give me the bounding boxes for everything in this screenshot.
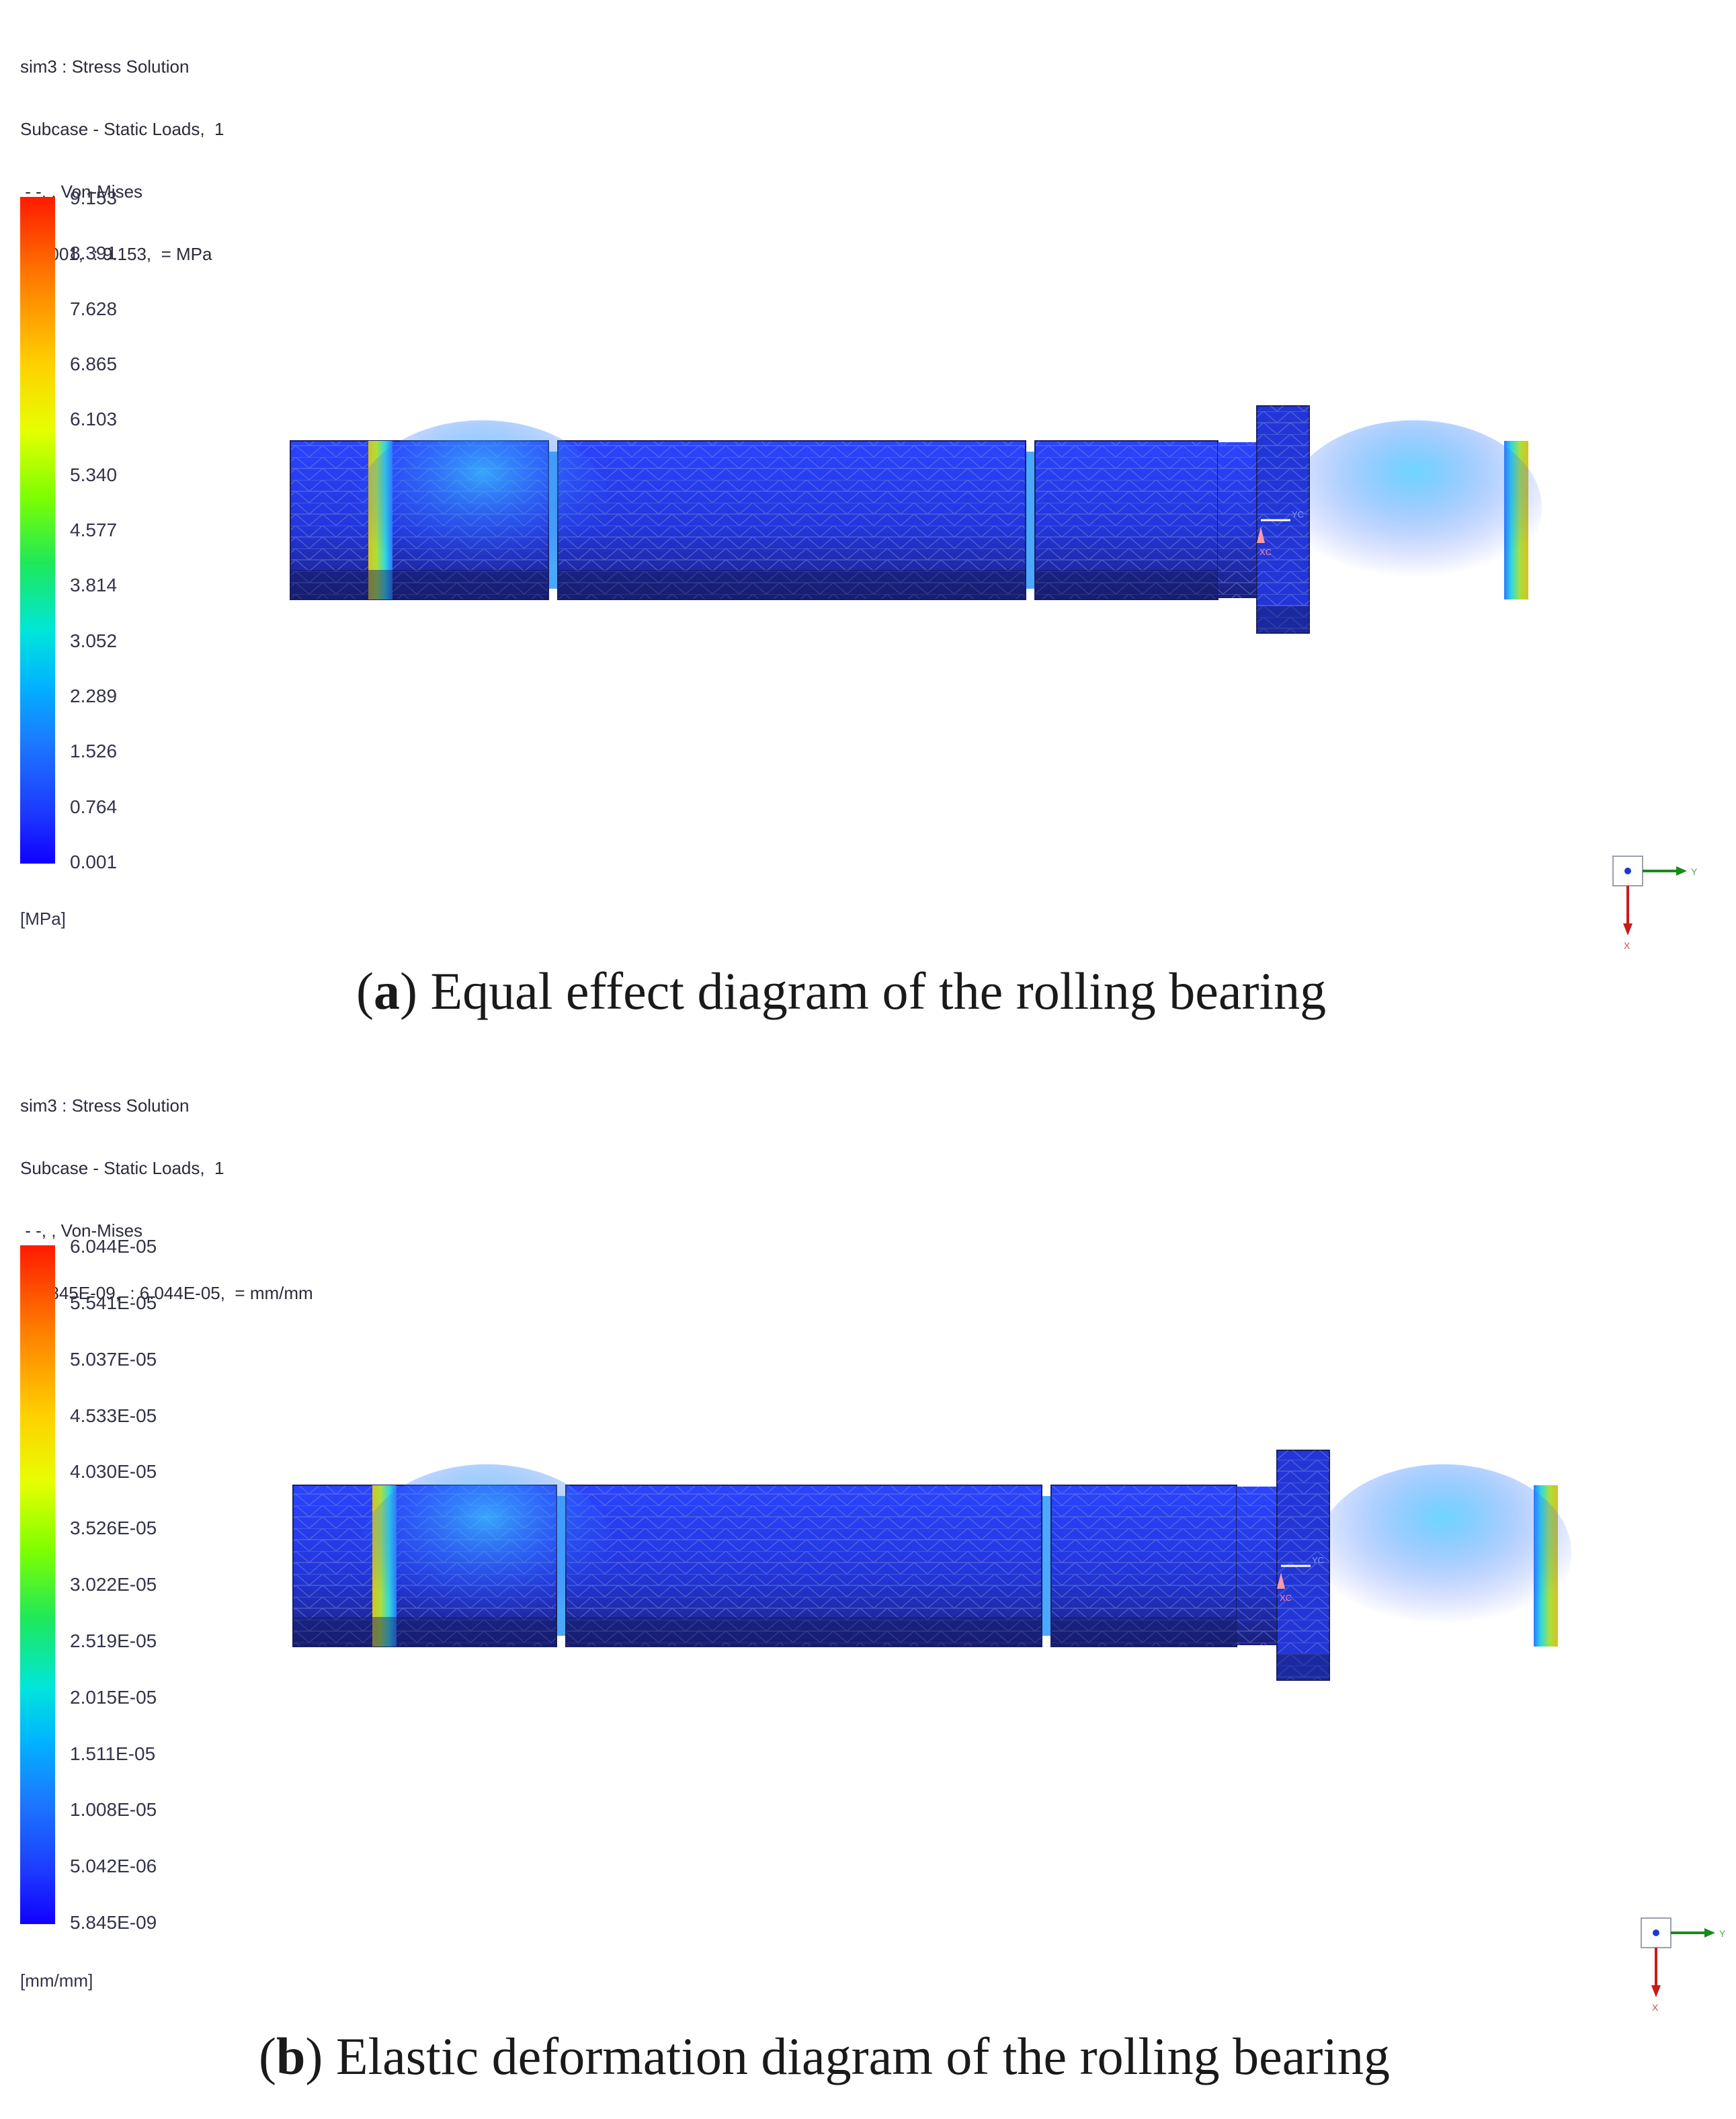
shade-strip bbox=[293, 1617, 556, 1647]
mesh-overlay bbox=[1035, 441, 1218, 599]
shade-strip bbox=[566, 1617, 1042, 1647]
legend-tick-label: 4.577 bbox=[70, 520, 118, 540]
mesh-overlay bbox=[1218, 442, 1257, 598]
legend-tick-label: 2.289 bbox=[70, 685, 118, 706]
legend-tick-label: 1.511E-05 bbox=[70, 1743, 156, 1764]
legend-tick-label: 0.001 bbox=[70, 851, 118, 872]
legend-tick-label: 1.526 bbox=[70, 741, 118, 762]
legend-tick-label: 5.340 bbox=[70, 464, 118, 485]
header-line: Subcase - Static Loads, 1 bbox=[20, 119, 224, 139]
header-line: sim3 : Stress Solution bbox=[20, 1095, 190, 1116]
stress-glow-right bbox=[1286, 420, 1542, 595]
legend-tick-label: 6.865 bbox=[70, 354, 118, 374]
color-legend-bar bbox=[20, 197, 55, 864]
legend-tick-label: 2.015E-05 bbox=[70, 1686, 157, 1708]
csys-xc-label: XC bbox=[1259, 547, 1272, 557]
coordinate-triad-icon: Y X bbox=[1612, 856, 1698, 951]
mesh-overlay bbox=[558, 441, 1026, 599]
stress-glow-left bbox=[359, 1464, 614, 1642]
triad-x-label: X bbox=[1652, 2002, 1659, 2013]
legend-tick-label: 5.042E-06 bbox=[70, 1856, 157, 1877]
figure-caption: (a) Equal effect diagram of the rolling … bbox=[356, 962, 1327, 1020]
stress-glow-left bbox=[355, 420, 610, 595]
caption-text: Elastic deformation diagram of the rolli… bbox=[335, 2027, 1391, 2085]
csys-xc-mark bbox=[1277, 1573, 1285, 1589]
legend-tick-label: 4.533E-05 bbox=[70, 1405, 157, 1426]
shade-strip bbox=[1035, 570, 1218, 599]
legend-tick-label: 3.526E-05 bbox=[70, 1518, 157, 1539]
shaft-groove bbox=[1042, 1496, 1051, 1636]
legend-tick-label: 3.022E-05 bbox=[70, 1574, 157, 1595]
legend-tick-label: 8.391 bbox=[70, 243, 118, 264]
shaft-model: YC XC bbox=[290, 405, 1542, 634]
shade-strip bbox=[1277, 1653, 1329, 1680]
mesh-overlay bbox=[566, 1485, 1042, 1647]
shaft-model: YC XC bbox=[292, 1450, 1571, 1681]
shade-strip bbox=[1051, 1617, 1237, 1647]
legend-tick-label: 3.052 bbox=[70, 630, 118, 651]
figure-caption: (b) Elastic deformation diagram of the r… bbox=[259, 2027, 1391, 2085]
legend-tick-label: 9.153 bbox=[70, 188, 118, 208]
legend-tick-label: 7.628 bbox=[70, 298, 118, 319]
triad-y-label: Y bbox=[1691, 866, 1698, 877]
legend-tick-label: 2.519E-05 bbox=[70, 1630, 157, 1651]
stress-glow-right bbox=[1316, 1464, 1571, 1642]
header-line: sim3 : Stress Solution bbox=[20, 56, 190, 77]
header-line: - -, , Von-Mises bbox=[20, 181, 143, 202]
mesh-overlay bbox=[1237, 1487, 1277, 1645]
shade-strip bbox=[290, 570, 548, 599]
panel-b: sim3 : Stress Solution Subcase - Static … bbox=[0, 1048, 1736, 2097]
caption-letter: a bbox=[373, 962, 400, 1020]
legend-tick-label: 5.541E-05 bbox=[70, 1292, 157, 1313]
legend-tick-label: 0.764 bbox=[70, 796, 118, 817]
shade-strip bbox=[1257, 606, 1309, 633]
triad-x-label: X bbox=[1624, 940, 1630, 951]
shade-strip bbox=[558, 570, 1026, 599]
caption-text: Equal effect diagram of the rolling bear… bbox=[430, 962, 1327, 1020]
result-header: sim3 : Stress Solution Subcase - Static … bbox=[20, 1054, 313, 1408]
csys-xc-label: XC bbox=[1280, 1593, 1292, 1603]
shaft-groove bbox=[1026, 452, 1035, 589]
legend-tick-label: 5.037E-05 bbox=[70, 1348, 157, 1370]
legend-tick-label: 6.103 bbox=[70, 409, 118, 430]
panel-a: sim3 : Stress Solution Subcase - Static … bbox=[0, 0, 1736, 1048]
legend-tick-label: 1.008E-05 bbox=[70, 1799, 157, 1821]
legend-tick-label: 4.030E-05 bbox=[70, 1461, 157, 1483]
mesh-overlay bbox=[1051, 1485, 1237, 1647]
legend-tick-label: 6.044E-05 bbox=[70, 1236, 157, 1257]
legend-unit: [MPa] bbox=[20, 909, 66, 929]
legend-tick-label: 3.814 bbox=[70, 575, 118, 596]
header-line: - -, , Von-Mises bbox=[20, 1220, 143, 1241]
header-line: Subcase - Static Loads, 1 bbox=[20, 1158, 224, 1178]
csys-yc-label: YC bbox=[1292, 509, 1304, 520]
caption-letter: b bbox=[276, 2027, 306, 2085]
header-line: : 5.845E-09, : 6.044E-05, = mm/mm bbox=[20, 1283, 313, 1303]
result-header: sim3 : Stress Solution Subcase - Static … bbox=[20, 15, 224, 369]
coordinate-triad-icon: Y X bbox=[1641, 1917, 1726, 2013]
legend-tick-label: 5.845E-09 bbox=[70, 1912, 157, 1933]
color-legend-bar bbox=[20, 1245, 55, 1924]
triad-y-label: Y bbox=[1719, 1928, 1726, 1939]
csys-yc-label: YC bbox=[1312, 1555, 1324, 1565]
legend-unit: [mm/mm] bbox=[20, 1970, 93, 1991]
csys-xc-mark bbox=[1257, 527, 1265, 543]
